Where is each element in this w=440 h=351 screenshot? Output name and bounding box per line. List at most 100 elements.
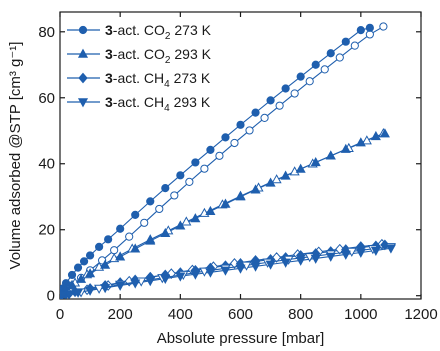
desorption-point [379,22,388,31]
desorption-point [271,252,282,263]
legend-label-sub: 2 [165,31,171,42]
desorption-point [94,284,105,294]
adsorption-point [205,268,216,278]
desorption-point [305,77,314,86]
adsorption-point [160,227,171,238]
x-tick-label: 200 [108,306,133,323]
adsorption-point [340,143,351,153]
series-0 [60,22,388,299]
adsorption-point [190,270,201,280]
desorption-point [230,138,239,148]
legend-label: 3-act. CH4 293 K [105,94,211,114]
adsorption-point [130,243,141,253]
adsorption-point [145,277,156,287]
adsorption-point [265,177,276,187]
adsorption-point [280,258,291,268]
y-tick-label: 40 [38,156,55,173]
adsorption-point [355,137,366,147]
legend-marker [78,25,88,35]
desorption-point [361,135,372,145]
legend-label: 3-act. CH4 273 K [105,70,211,90]
legend-label-bold: 3 [105,94,113,110]
legend-label-post: 273 K [170,70,211,86]
desorption-point [290,89,299,98]
adsorption-point [85,286,96,296]
adsorption-point [370,246,381,256]
adsorption-point [295,163,306,173]
legend-label: 3-act. CO2 293 K [105,46,212,66]
x-tick-label: 800 [288,306,313,323]
desorption-point [271,174,282,184]
x-tick-label: 0 [56,306,64,323]
y-tick-label: 20 [38,222,55,239]
adsorption-point [67,270,77,280]
x-tick-label: 400 [168,306,193,323]
adsorption-point [205,205,216,215]
legend-label-bold: 3 [105,70,113,86]
adsorption-point [385,244,396,254]
adsorption-point [280,170,291,180]
desorption-point [170,191,179,200]
desorption-point [350,41,359,50]
adsorption-point [310,254,321,264]
legend: 3-act. CO2 273 K3-act. CO2 293 K3-act. C… [67,22,212,114]
adsorption-point [131,210,140,219]
adsorption-point [281,84,290,93]
adsorption-point [60,292,67,299]
adsorption-point [236,120,245,129]
adsorption-point [66,279,78,289]
legend-label-post: 293 K [170,94,211,110]
adsorption-point [63,290,75,299]
legend-label-post: 273 K [170,22,211,38]
adsorption-point [160,274,171,284]
adsorption-point [76,273,87,283]
adsorption-point [370,130,381,141]
legend-label-sub: 2 [165,55,171,66]
desorption-point [166,268,176,279]
legend-label-bold: 3 [105,22,113,38]
legend-label-pre: -act. CO [113,22,165,38]
y-tick-label: 80 [38,24,55,41]
desorption-point [110,246,119,255]
legend-marker [78,72,88,84]
legend-label-sub: 4 [164,103,170,114]
desorption-point [229,258,240,269]
adsorption-point [190,213,201,223]
series-line-desorption [80,246,391,293]
adsorption-point [310,156,321,167]
desorption-point [215,151,224,160]
desorption-point [140,218,149,227]
adsorption-point [266,96,275,105]
x-tick-label: 1200 [404,306,437,323]
desorption-point [245,126,254,135]
adsorption-point [115,251,126,261]
desorption-point [320,65,329,74]
desorption-point [155,204,164,214]
desorption-point [200,164,209,173]
adsorption-point [356,26,365,35]
adsorption-point [85,251,95,260]
legend-label-pre: -act. CH [113,70,164,86]
adsorption-point [104,235,113,244]
adsorption-point [206,145,215,154]
desorption-point [335,53,344,62]
adsorption-point [73,263,83,272]
adsorption-point [311,60,320,69]
adsorption-point [73,288,84,298]
y-tick-label: 0 [47,288,55,305]
adsorption-point [85,268,96,278]
y-axis-title: Volume adsorbed @STP [cm³ g⁻¹] [7,42,24,270]
adsorption-point [379,128,390,138]
adsorption-point [100,259,111,269]
x-tick-label: 1000 [344,306,377,323]
adsorption-point [235,191,246,201]
adsorption-point [265,260,276,270]
adsorption-point [325,252,336,262]
adsorption-point [116,224,125,233]
adsorption-point [295,256,306,266]
adsorption-point [250,184,261,194]
adsorption-point [100,284,111,294]
x-tick-label: 600 [228,306,253,323]
